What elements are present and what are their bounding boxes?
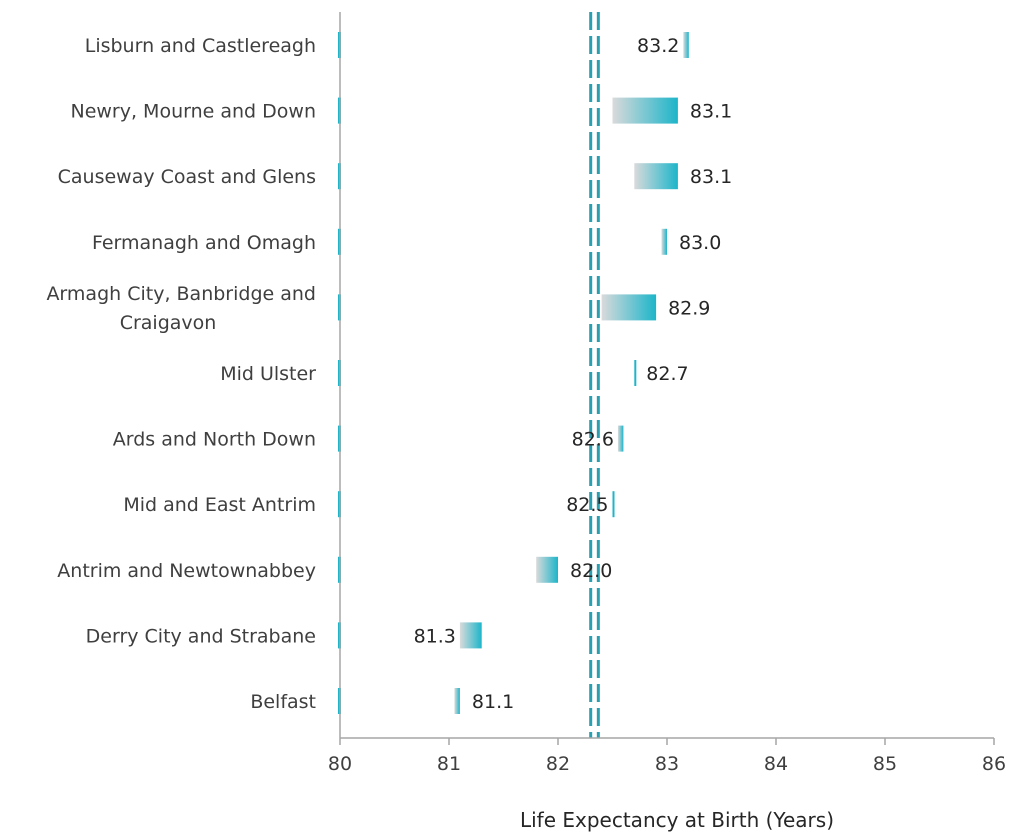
value-label: 82.0 [570,560,612,582]
x-tick-label: 85 [873,753,897,775]
value-label: 81.3 [414,625,456,647]
category-label: Derry City and Strabane [86,625,316,647]
category-label: Mid Ulster [220,363,316,385]
bar [459,622,482,649]
bar [683,32,689,58]
category-label: Causeway Coast and Glens [58,166,316,188]
category-label: Newry, Mourne and Down [70,101,316,123]
category-label: Antrim and Newtownabbey [57,560,316,582]
value-labels: 83.2 83.1 83.1 83.0 82.9 82.7 82.6 82.5 82.0 81.3… [414,35,733,713]
category-labels: Lisburn and Castlereagh Newry, Mourne and… [46,35,316,713]
bar [536,556,558,583]
value-label: 83.1 [690,166,732,188]
bar [612,491,615,518]
category-label: Lisburn and Castlereagh [85,35,316,57]
bar [634,163,678,190]
value-label: 82.5 [566,494,608,516]
x-tick-label: 83 [655,753,679,775]
value-label: 83.2 [637,35,679,57]
value-label: 82.9 [668,297,710,319]
x-tick-label: 82 [546,753,570,775]
x-tick-label: 80 [328,753,352,775]
x-axis-title: Life Expectancy at Birth (Years) [520,808,834,832]
category-label: Armagh City, Banbridge and [46,283,316,305]
value-label: 83.0 [679,232,721,254]
bar [661,228,667,255]
x-tick-label: 84 [764,753,788,775]
category-label: Ards and North Down [113,429,316,451]
x-axis: 80 81 82 83 84 85 86 [328,12,1006,775]
value-label: 83.1 [690,101,732,123]
value-label: 82.7 [646,363,688,385]
value-label: 82.6 [572,429,614,451]
bar [634,360,637,386]
category-label: Craigavon [120,312,217,334]
bars-layer [338,32,689,714]
bar [617,425,624,452]
bar [454,688,460,714]
x-tick-label: 86 [982,753,1006,775]
bar [601,294,657,321]
value-label: 81.1 [472,691,514,713]
category-label: Belfast [250,691,316,713]
category-label: Fermanagh and Omagh [92,232,316,254]
x-tick-label: 81 [437,753,461,775]
bar [612,97,678,124]
category-label: Mid and East Antrim [123,494,316,516]
reference-lines [589,12,600,738]
